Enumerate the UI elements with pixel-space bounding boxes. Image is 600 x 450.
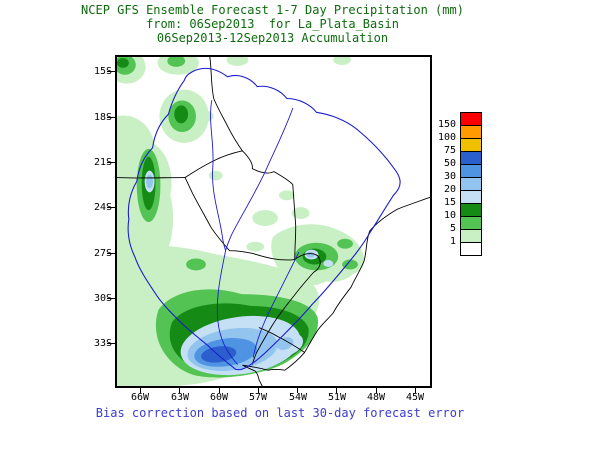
legend-label: 15: [443, 197, 456, 208]
axis-tick: [107, 71, 115, 72]
axis-tick: [140, 388, 141, 393]
axis-tick: [107, 343, 115, 344]
axis-tick: [107, 253, 115, 254]
map-plot-area: [115, 55, 432, 388]
page-title: NCEP GFS Ensemble Forecast 1-7 Day Preci…: [81, 3, 464, 17]
legend-color-box: [460, 112, 482, 126]
axis-tick: [415, 388, 416, 393]
legend-color-box: [460, 151, 482, 165]
axis-tick: [107, 207, 115, 208]
legend-label: 5: [449, 223, 456, 234]
lat-label: 30S: [93, 293, 112, 304]
lon-label: 66W: [130, 392, 150, 403]
lon-label: 48W: [366, 392, 386, 403]
lon-label: 45W: [405, 392, 425, 403]
legend-color-box: [460, 229, 482, 243]
page-subtitle-2: 06Sep2013-12Sep2013 Accumulation: [156, 31, 389, 45]
legend-color-box: [460, 125, 482, 139]
legend-label: 30: [443, 171, 456, 182]
legend-label: 1: [449, 236, 456, 247]
axis-tick: [336, 388, 337, 393]
legend-color-box: [460, 203, 482, 217]
axis-tick: [107, 298, 115, 299]
legend-label: 75: [443, 145, 456, 156]
legend-label: 20: [443, 184, 456, 195]
rivers: [210, 100, 300, 365]
coastline: [242, 196, 430, 386]
axis-tick: [258, 388, 259, 393]
lat-label: 33S: [93, 338, 112, 349]
legend-label: 100: [437, 132, 456, 143]
legend-label: 150: [437, 119, 456, 130]
legend-label: 10: [443, 210, 456, 221]
lon-label: 51W: [327, 392, 347, 403]
lon-label: 60W: [209, 392, 229, 403]
legend-color-box: [460, 190, 482, 204]
legend-color-box: [460, 242, 482, 256]
axis-tick: [107, 117, 115, 118]
legend-color-box: [460, 216, 482, 230]
precipitation-map: [117, 57, 430, 386]
axis-tick: [107, 162, 115, 163]
lat-label: 21S: [93, 157, 112, 168]
axis-tick: [297, 388, 298, 393]
axis-tick: [219, 388, 220, 393]
legend-color-box: [460, 177, 482, 191]
lat-label: 15S: [93, 66, 112, 77]
lon-label: 54W: [288, 392, 308, 403]
legend-label: 50: [443, 158, 456, 169]
lon-label: 63W: [170, 392, 190, 403]
bias-correction-caption: Bias correction based on last 30-day for…: [95, 406, 465, 420]
lat-label: 18S: [93, 112, 112, 123]
country-borders: [117, 57, 430, 386]
lat-label: 24S: [93, 202, 112, 213]
legend-color-box: [460, 164, 482, 178]
lat-label: 27S: [93, 248, 112, 259]
legend-color-box: [460, 138, 482, 152]
lon-label: 57W: [248, 392, 268, 403]
basin-outline: [127, 67, 401, 371]
axis-tick: [179, 388, 180, 393]
axis-tick: [376, 388, 377, 393]
page-subtitle-1: from: 06Sep2013 for La_Plata_Basin: [146, 17, 399, 31]
